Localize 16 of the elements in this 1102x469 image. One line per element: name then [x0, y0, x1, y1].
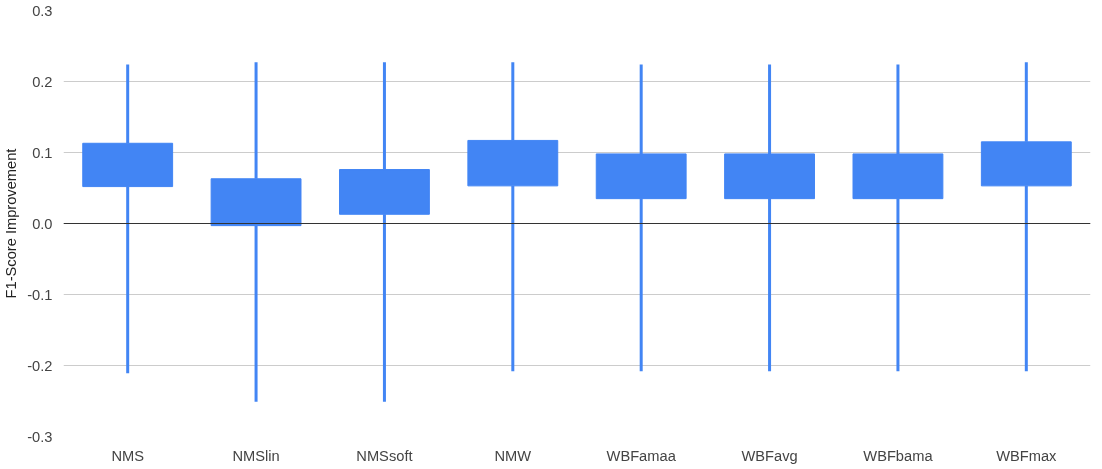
y-tick-label: 0.3 — [32, 2, 53, 19]
x-tick-label: WBFavg — [741, 447, 798, 464]
x-tick-label: NMSlin — [232, 447, 280, 464]
y-tick-label: 0.2 — [32, 73, 53, 90]
x-tick-label: WBFmax — [996, 447, 1058, 464]
x-tick-label: WBFamaa — [606, 447, 677, 464]
x-tick-label: NMS — [111, 447, 145, 464]
y-tick-label: -0.3 — [27, 428, 53, 445]
y-tick-label: -0.1 — [27, 286, 53, 303]
x-tick-label: NMW — [494, 447, 532, 464]
x-tick-label: WBFbama — [863, 447, 934, 464]
y-tick-label: -0.2 — [27, 357, 53, 374]
y-axis-title: F1-Score Improvement — [3, 148, 20, 299]
y-tick-label: 0.1 — [32, 144, 53, 161]
y-tick-label: 0.0 — [32, 215, 53, 232]
x-tick-label: NMSsoft — [356, 447, 413, 464]
